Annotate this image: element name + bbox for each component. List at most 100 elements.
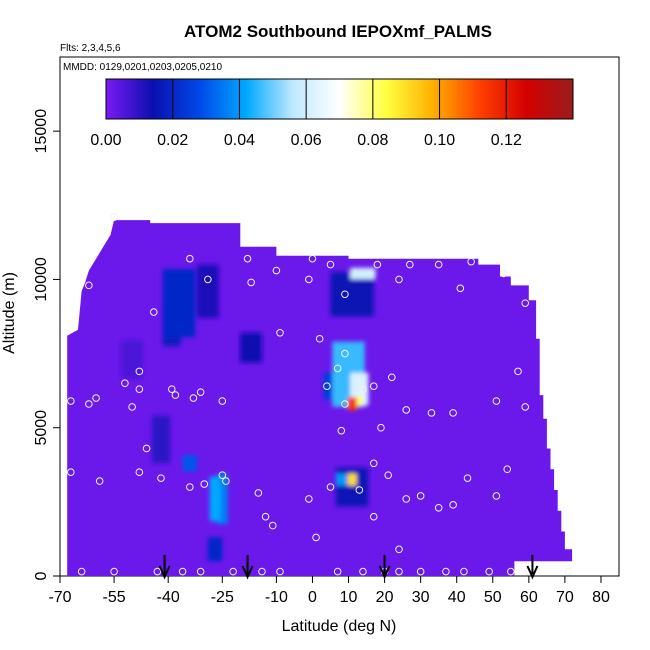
sample-point	[333, 567, 342, 576]
flight-arrow	[526, 555, 539, 580]
heatmap-cell	[356, 395, 363, 407]
x-axis-label: Latitude (deg N)	[282, 618, 397, 635]
sample-point	[521, 403, 530, 411]
heatmap-cell	[121, 340, 143, 379]
sample-point	[395, 545, 403, 554]
heatmap-cell	[162, 269, 196, 338]
sample-point	[196, 388, 205, 396]
y-tick-label: 0	[33, 571, 50, 580]
sample-point	[247, 278, 255, 287]
x-tick-label: -55	[103, 589, 126, 606]
flight-arrow	[158, 555, 171, 580]
y-axis-label: Altitude (m)	[1, 272, 18, 354]
sample-point	[243, 254, 252, 263]
sample-point	[456, 284, 465, 293]
sample-point	[514, 367, 522, 376]
y-axis: 0 5000 10000 15000	[33, 109, 60, 580]
sample-point	[503, 465, 512, 474]
dates-annotation: MMDD: 0129,0201,0203,0205,0210	[63, 62, 222, 73]
y-tick-label: 10000	[33, 257, 50, 302]
heatmap-cell	[350, 267, 376, 280]
sample-point	[564, 567, 573, 576]
sample-point	[434, 503, 443, 512]
x-tick-label: 10	[340, 589, 358, 606]
x-tick-label: -40	[157, 589, 180, 606]
sample-point	[110, 213, 118, 221]
sample-point	[128, 403, 136, 411]
sample-point	[222, 477, 230, 485]
sample-point	[110, 567, 118, 576]
sample-point	[341, 400, 349, 408]
sample-point	[434, 260, 443, 269]
sample-point	[377, 423, 385, 432]
sample-point	[341, 290, 349, 299]
sample-point	[178, 567, 187, 576]
sample-point	[268, 521, 277, 530]
x-tick-label: 40	[448, 589, 466, 606]
sample-point	[276, 567, 284, 576]
colorbar-tick-label: 0.10	[424, 132, 455, 149]
sample-point	[492, 397, 501, 405]
sample-point	[485, 567, 493, 576]
sample-point	[85, 281, 93, 290]
sample-point	[186, 483, 194, 491]
sample-point	[315, 334, 324, 343]
heatmap-cell	[347, 473, 357, 486]
colorbar-ticks: 0.00 0.02 0.04 0.06 0.08 0.10 0.12	[90, 79, 522, 149]
heatmap-cell	[207, 537, 223, 562]
colorbar: 0.00 0.02 0.04 0.06 0.08 0.10 0.12	[90, 78, 574, 149]
sample-point	[276, 329, 284, 337]
sample-point	[499, 269, 508, 278]
sample-point	[204, 275, 212, 284]
sample-point	[359, 567, 367, 576]
sample-point	[186, 254, 194, 263]
heatmap-cell	[209, 476, 221, 522]
sample-point	[333, 364, 342, 373]
sample-point	[416, 492, 425, 500]
sample-point	[168, 385, 176, 393]
sample-point	[85, 400, 93, 408]
heatmap-cell	[151, 415, 170, 464]
flight-arrow	[241, 555, 254, 580]
sample-point	[326, 260, 335, 269]
sample-point	[67, 397, 75, 405]
x-axis: -70 -55 -40 -25 -10 0 10 20 30 40 50 60 70 80	[48, 576, 610, 606]
heatmap-cell	[182, 455, 198, 472]
sample-point	[312, 533, 320, 542]
heatmap-cell	[330, 272, 374, 317]
colorbar-tick-label: 0.06	[291, 132, 322, 149]
sample-point	[92, 394, 100, 402]
sample-point	[67, 468, 75, 477]
sample-point	[406, 260, 414, 269]
sample-point	[337, 426, 346, 435]
sample-point	[218, 471, 227, 479]
y-tick-label: 5000	[33, 410, 50, 446]
sample-point	[95, 477, 104, 485]
heatmap-cell	[240, 332, 262, 363]
flights-annotation: Flts: 2,3,4,5,6	[60, 43, 121, 54]
sample-point	[402, 406, 411, 414]
x-tick-label: 80	[592, 589, 610, 606]
sample-point	[384, 471, 392, 479]
sample-point	[261, 512, 270, 521]
sample-point	[272, 266, 281, 275]
heatmap-cell	[335, 473, 347, 486]
sample-point	[369, 512, 378, 521]
heatmap-cell	[335, 467, 369, 507]
sample-point	[135, 367, 144, 376]
colorbar-tick-label: 0.00	[90, 132, 121, 149]
sample-point	[258, 567, 266, 576]
sample-point	[521, 299, 530, 307]
heatmap-background	[67, 220, 573, 576]
sample-point	[142, 444, 151, 453]
sample-point	[359, 385, 367, 393]
x-tick-label: 50	[484, 589, 502, 606]
colorbar-tick-label: 0.12	[491, 132, 522, 149]
y-tick-label: 15000	[33, 109, 50, 154]
colorbar-gradient	[105, 78, 574, 120]
sample-point	[305, 495, 313, 503]
sample-point	[189, 394, 198, 402]
x-tick-label: -10	[265, 589, 288, 606]
sample-point	[449, 501, 457, 509]
